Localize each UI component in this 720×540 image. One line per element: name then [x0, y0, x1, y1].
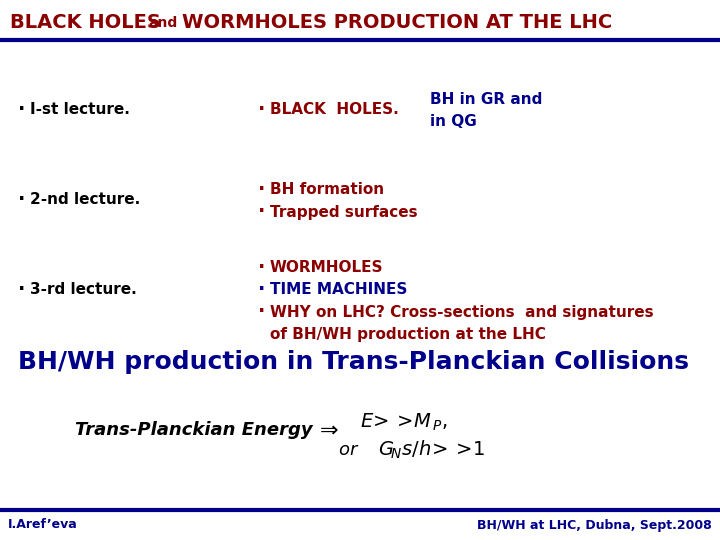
- Text: $G_{\!N}s/h\!>>\!1$: $G_{\!N}s/h\!>>\!1$: [378, 439, 485, 461]
- Text: ·: ·: [258, 280, 266, 300]
- Text: of BH/WH production at the LHC: of BH/WH production at the LHC: [270, 327, 546, 341]
- Text: BLACK HOLES: BLACK HOLES: [10, 14, 161, 32]
- Text: WHY on LHC? Cross-sections  and signatures: WHY on LHC? Cross-sections and signature…: [270, 305, 654, 320]
- Text: ·: ·: [18, 280, 25, 300]
- Text: ·: ·: [258, 302, 266, 321]
- Text: TIME MACHINES: TIME MACHINES: [270, 282, 408, 298]
- Text: 3-rd lecture.: 3-rd lecture.: [30, 282, 137, 298]
- Text: ·: ·: [18, 100, 25, 119]
- Text: ·: ·: [258, 259, 266, 278]
- Text: ·: ·: [18, 191, 25, 210]
- Text: WORMHOLES: WORMHOLES: [270, 260, 384, 275]
- Text: $or$: $or$: [338, 441, 359, 459]
- Text: BH formation: BH formation: [270, 183, 384, 198]
- Text: WORMHOLES PRODUCTION AT THE LHC: WORMHOLES PRODUCTION AT THE LHC: [182, 14, 612, 32]
- Text: $\Rightarrow$: $\Rightarrow$: [315, 420, 339, 440]
- Text: BH in GR and: BH in GR and: [430, 92, 542, 107]
- Text: Trans-Planckian Energy: Trans-Planckian Energy: [75, 421, 312, 439]
- Text: BH/WH production in Trans-Planckian Collisions: BH/WH production in Trans-Planckian Coll…: [18, 350, 689, 374]
- Text: 2-nd lecture.: 2-nd lecture.: [30, 192, 140, 207]
- Text: I-st lecture.: I-st lecture.: [30, 103, 130, 118]
- Text: $E\!>>\!M_{\,P},$: $E\!>>\!M_{\,P},$: [360, 411, 448, 433]
- Text: ·: ·: [258, 100, 266, 119]
- Text: ·: ·: [258, 180, 266, 199]
- Text: BH/WH at LHC, Dubna, Sept.2008: BH/WH at LHC, Dubna, Sept.2008: [477, 518, 712, 531]
- Text: in QG: in QG: [430, 114, 477, 130]
- Text: ·: ·: [258, 202, 266, 221]
- Text: I.Aref’eva: I.Aref’eva: [8, 518, 78, 531]
- Text: Trapped surfaces: Trapped surfaces: [270, 205, 418, 219]
- Text: BLACK  HOLES.: BLACK HOLES.: [270, 103, 399, 118]
- Text: and: and: [148, 16, 177, 30]
